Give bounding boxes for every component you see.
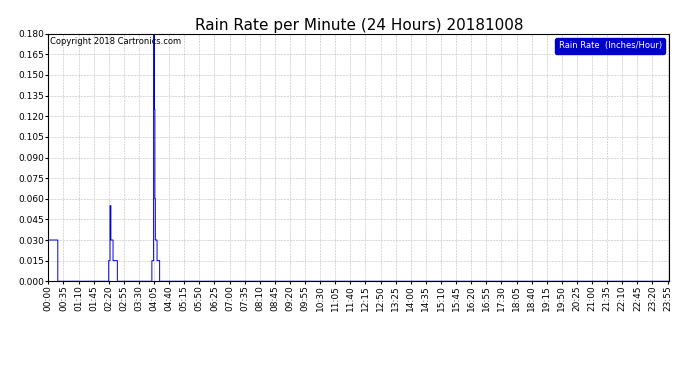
Title: Rain Rate per Minute (24 Hours) 20181008: Rain Rate per Minute (24 Hours) 20181008 — [195, 18, 523, 33]
Legend: Rain Rate  (Inches/Hour): Rain Rate (Inches/Hour) — [555, 38, 665, 54]
Text: Copyright 2018 Cartronics.com: Copyright 2018 Cartronics.com — [50, 38, 181, 46]
